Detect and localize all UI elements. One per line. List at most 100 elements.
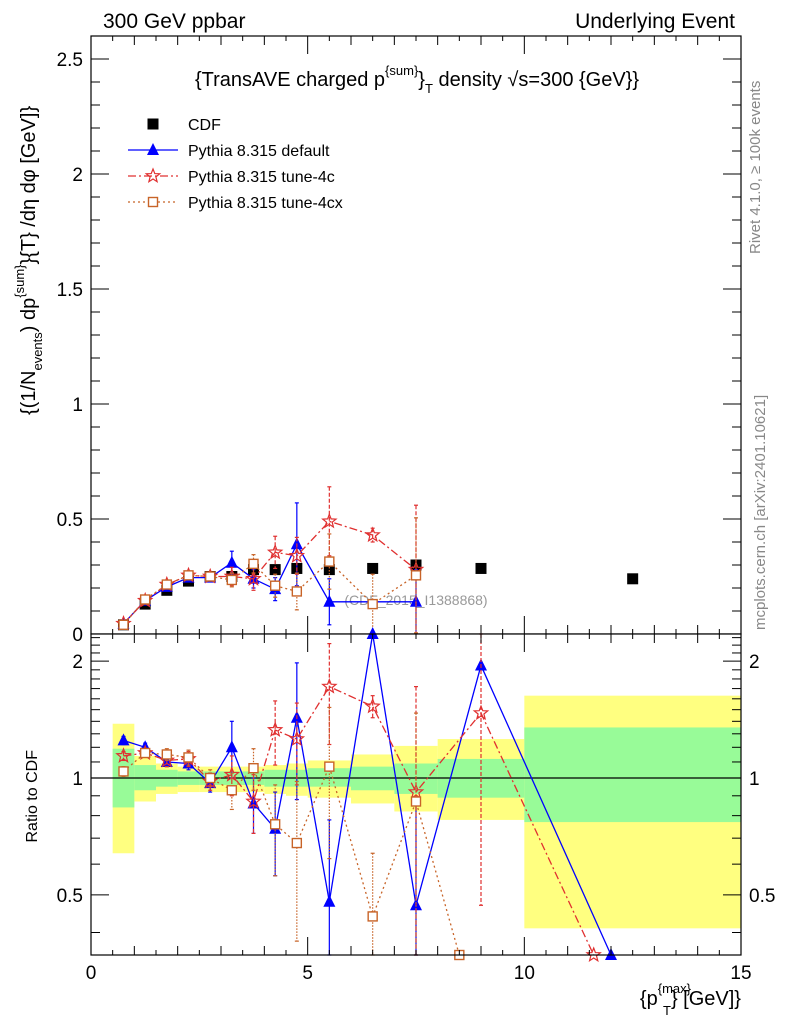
data-point: [324, 761, 335, 772]
data-point: [367, 562, 379, 574]
title-part: {TransAVE charged p: [195, 69, 385, 91]
data-point: [226, 785, 238, 796]
data-point: [291, 586, 303, 597]
ratio-series-pythia-8-315-tune-4cx: [118, 706, 465, 961]
x-tick-label: 15: [730, 963, 751, 984]
data-point: [245, 570, 262, 586]
data-point: [139, 747, 151, 759]
x-tick-label: 5: [302, 963, 313, 984]
ratio-y-tick-label-right: 0.5: [749, 886, 775, 907]
ratio-y-tick-label: 2: [72, 652, 83, 673]
data-point: [367, 598, 378, 610]
data-point: [585, 946, 602, 963]
legend-marker: [147, 118, 159, 130]
x-label-part: {p: [640, 988, 658, 1010]
data-point: [204, 571, 216, 582]
data-point: [161, 749, 173, 760]
data-point: [410, 559, 422, 571]
legend-label: CDF: [188, 117, 221, 134]
title-part: }: [418, 69, 425, 91]
legend-label: Pythia 8.315 tune-4c: [188, 169, 335, 186]
data-point: [321, 677, 338, 694]
data-point: [366, 627, 379, 639]
y-label-part: {(1/N: [18, 371, 40, 415]
data-point: [364, 697, 381, 714]
chart-title: {TransAVE charged p{sum}}T density √s=30…: [195, 63, 639, 96]
y-tick-label: 2: [72, 165, 83, 186]
y-tick-label: 1: [72, 395, 83, 416]
data-point: [324, 556, 335, 567]
data-point: [118, 766, 129, 777]
rivet-version-label: Rivet 4.1.0, ≥ 100k events: [747, 81, 764, 254]
legend-label: Pythia 8.315 default: [188, 143, 330, 160]
x-label-part: } [GeV]}: [671, 988, 741, 1010]
ratio-y-tick-label-right: 1: [749, 769, 760, 790]
ratio-y-tick-label-right: 2: [749, 652, 760, 673]
data-point: [225, 555, 238, 568]
data-point: [364, 526, 381, 543]
mcplots-label: mcplots.cern.ch [arXiv:2401.10621]: [752, 395, 769, 630]
data-point: [161, 579, 173, 590]
ratio-panel: 0.5 0.5 1 1 2 2 0 5 10 15 Ratio to CDF {p{max} T} [G…: [24, 627, 775, 1018]
title-part: {sum}: [385, 63, 419, 78]
legend-marker: [147, 143, 159, 155]
legend-label: Pythia 8.315 tune-4cx: [188, 195, 343, 212]
y-tick-label: 2.5: [57, 50, 83, 71]
ratio-y-tick-label: 1: [72, 769, 83, 790]
data-point: [269, 580, 281, 591]
legend-marker: [147, 196, 159, 208]
data-point: [117, 733, 130, 746]
data-point: [288, 547, 306, 563]
data-point: [223, 766, 241, 782]
main-series-pythia-8-315-tune-4cx: [118, 517, 422, 635]
data-point: [269, 819, 281, 830]
data-point: [323, 594, 336, 607]
main-panel: 00.511.522.5{TransAVE charged p{sum}}T d…: [12, 35, 742, 646]
title-part: T: [425, 81, 433, 96]
data-point: [183, 570, 194, 581]
y-tick-label: 0: [72, 625, 83, 646]
data-point: [410, 594, 422, 607]
data-point: [627, 573, 639, 585]
data-point: [139, 594, 151, 605]
data-point: [410, 796, 422, 807]
y-label-part: ) dp: [18, 298, 40, 332]
x-label-part: T: [663, 1003, 671, 1018]
x-label-part: {max}: [658, 981, 692, 996]
y-label-part: events: [30, 332, 45, 371]
data-point: [118, 619, 129, 630]
y-label-part: {sum}: [12, 264, 27, 298]
data-point: [323, 564, 335, 576]
y-axis-label: {(1/Nevents) dp{sum}}{T} /dη dφ [GeV]}: [12, 106, 45, 415]
data-point: [475, 562, 487, 574]
ratio-y-axis-label: Ratio to CDF: [24, 750, 41, 843]
data-point: [288, 730, 306, 747]
data-point: [115, 747, 132, 763]
data-point: [410, 570, 422, 581]
data-point: [183, 752, 194, 763]
data-point: [245, 792, 262, 809]
text-overlay: 300 GeV ppbar Underlying Event Rivet 4.1…: [103, 10, 769, 630]
header-left-label: 300 GeV ppbar: [103, 10, 245, 33]
header-right-label: Underlying Event: [575, 10, 735, 33]
data-point: [323, 894, 336, 907]
data-point: [367, 911, 378, 922]
data-point: [226, 574, 238, 586]
data-point: [225, 740, 238, 753]
y-tick-label: 1.5: [57, 280, 83, 301]
x-tick-label: 10: [514, 963, 535, 984]
x-tick-label: 0: [86, 963, 97, 984]
data-point: [248, 558, 259, 570]
data-point: [266, 721, 284, 737]
legend-marker: [144, 167, 162, 184]
data-point: [248, 763, 259, 774]
data-point: [291, 837, 303, 849]
ratio-y-tick-label: 0.5: [57, 886, 83, 907]
data-point: [321, 512, 338, 529]
y-label-part: }{T} /dη dφ [GeV]}: [18, 106, 40, 265]
title-part: density √s=300 {GeV}}: [433, 69, 639, 91]
x-axis-label: {p{max} T} [GeV]}: [640, 981, 741, 1018]
legend: CDF Pythia 8.315 default Pythia 8.315 tune…: [128, 117, 343, 212]
ratio-frame: [90, 633, 742, 956]
